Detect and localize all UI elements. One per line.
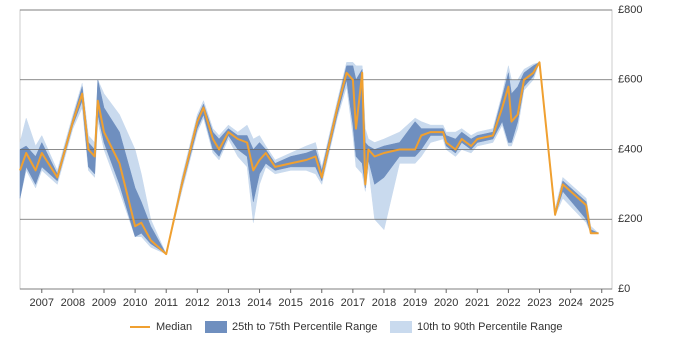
x-tick-label: 2019 <box>403 297 427 309</box>
x-tick-label: 2012 <box>185 297 209 309</box>
y-tick-label: £800 <box>618 4 642 16</box>
x-tick-label: 2025 <box>589 297 613 309</box>
x-tick-label: 2024 <box>558 297 582 309</box>
x-tick-label: 2023 <box>527 297 551 309</box>
x-tick-label: 2022 <box>496 297 520 309</box>
x-tick-label: 2009 <box>92 297 116 309</box>
legend-label: 10th to 90th Percentile Range <box>417 321 563 333</box>
y-tick-label: £400 <box>618 143 642 155</box>
median-line <box>19 61 599 256</box>
x-tick-label: 2017 <box>341 297 365 309</box>
x-tick-label: 2018 <box>372 297 396 309</box>
x-tick-label: 2010 <box>123 297 147 309</box>
y-tick-label: £0 <box>618 283 630 295</box>
x-tick-label: 2016 <box>310 297 334 309</box>
x-tick-label: 2014 <box>247 297 271 309</box>
y-tick-label: £200 <box>618 213 642 225</box>
legend-label: 25th to 75th Percentile Range <box>232 321 378 333</box>
x-tick-label: 2013 <box>216 297 240 309</box>
x-tick-label: 2020 <box>434 297 458 309</box>
x-tick-label: 2008 <box>61 297 85 309</box>
x-tick-label: 2021 <box>465 297 489 309</box>
x-tick-label: 2007 <box>30 297 54 309</box>
x-tick-label: 2011 <box>154 297 178 309</box>
legend-label: Median <box>156 321 192 333</box>
legend-swatch <box>205 321 227 333</box>
y-tick-label: £600 <box>618 74 642 86</box>
x-tick-label: 2015 <box>278 297 302 309</box>
legend-swatch <box>390 321 412 333</box>
